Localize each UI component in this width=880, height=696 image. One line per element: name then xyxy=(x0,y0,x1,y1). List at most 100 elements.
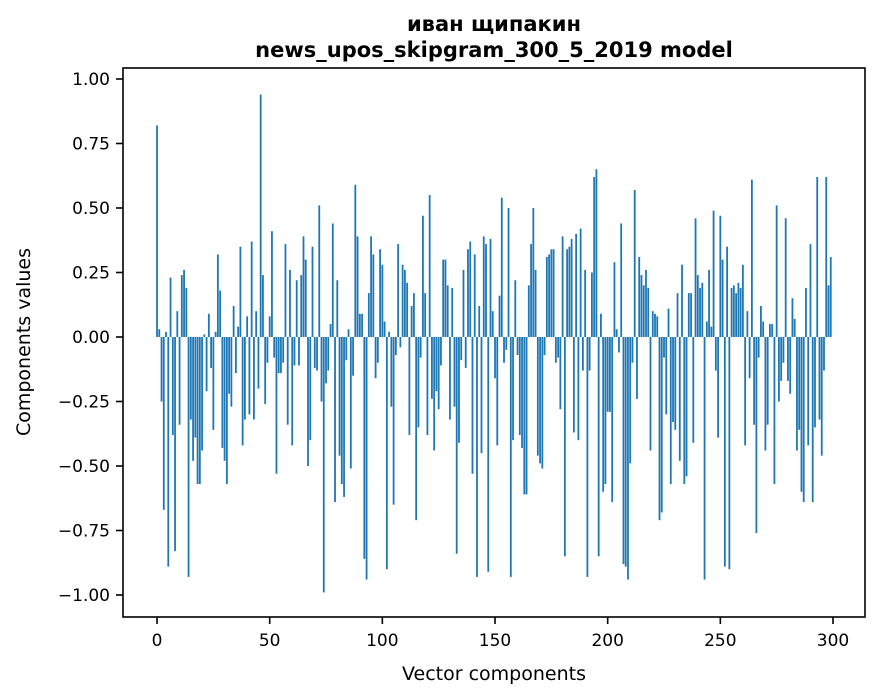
bar xyxy=(349,336,352,469)
bar xyxy=(780,336,783,381)
bar xyxy=(340,336,343,485)
bar xyxy=(286,336,289,425)
bar xyxy=(581,336,584,371)
bar xyxy=(467,249,469,337)
x-tick-label: 0 xyxy=(152,631,163,651)
bar xyxy=(618,336,620,353)
bar xyxy=(165,331,167,337)
bar xyxy=(266,336,269,363)
bar xyxy=(739,287,742,337)
bar xyxy=(379,249,381,337)
bar xyxy=(473,254,476,337)
bar xyxy=(507,207,510,337)
bar xyxy=(503,336,505,363)
bar xyxy=(336,280,339,337)
bar xyxy=(428,195,431,337)
bar xyxy=(331,223,334,337)
bar xyxy=(760,306,762,337)
bar xyxy=(363,336,366,559)
bar xyxy=(273,336,276,358)
bar xyxy=(591,272,593,337)
bar xyxy=(219,290,222,337)
bar xyxy=(611,336,614,503)
bar xyxy=(476,336,478,577)
bar xyxy=(696,275,699,337)
bar xyxy=(318,205,321,337)
y-tick-label: −1.00 xyxy=(58,586,110,606)
bar xyxy=(214,331,217,337)
bar xyxy=(620,223,623,337)
bar xyxy=(302,236,305,337)
bar xyxy=(246,316,249,337)
bar xyxy=(566,249,569,337)
bar xyxy=(523,336,526,495)
bar xyxy=(600,313,602,337)
bar xyxy=(676,293,679,337)
bar xyxy=(798,336,801,430)
bar xyxy=(541,336,544,469)
bar xyxy=(764,336,767,451)
bar xyxy=(365,336,368,580)
bar xyxy=(750,179,753,337)
bar xyxy=(530,244,532,337)
bar xyxy=(289,269,291,337)
bar xyxy=(464,336,467,368)
bar xyxy=(491,311,494,337)
bar xyxy=(205,336,208,392)
bar xyxy=(358,313,361,337)
bar xyxy=(156,125,158,337)
bar xyxy=(345,336,348,361)
bar xyxy=(514,280,517,337)
bar xyxy=(640,275,643,337)
bar xyxy=(424,293,427,337)
y-tick-label: 0.50 xyxy=(72,199,110,219)
bar xyxy=(708,269,710,337)
bar xyxy=(568,246,571,337)
bar xyxy=(645,269,647,337)
bar xyxy=(509,336,512,577)
bar xyxy=(162,336,165,510)
bar xyxy=(309,336,312,441)
bar xyxy=(189,336,192,420)
bar xyxy=(212,336,215,430)
bar xyxy=(721,259,724,337)
bar xyxy=(775,205,778,337)
bar xyxy=(516,336,519,356)
bar xyxy=(210,336,212,368)
bar xyxy=(705,321,708,337)
bar xyxy=(723,336,726,567)
bar xyxy=(690,293,692,337)
bar xyxy=(584,269,587,337)
bar xyxy=(773,336,776,485)
bar xyxy=(604,336,607,485)
bar xyxy=(446,285,449,337)
bar xyxy=(207,313,210,337)
bar xyxy=(714,336,717,371)
bar xyxy=(825,177,828,337)
bar xyxy=(394,336,397,356)
bar xyxy=(771,324,774,337)
bar xyxy=(230,336,233,407)
bar xyxy=(374,336,377,379)
bar xyxy=(602,336,605,492)
bar xyxy=(417,336,420,428)
bar xyxy=(426,336,429,436)
bar xyxy=(228,336,231,394)
bar xyxy=(726,246,728,337)
bar xyxy=(370,236,372,337)
bar xyxy=(194,336,197,438)
bar xyxy=(554,336,557,363)
bar xyxy=(478,306,481,337)
bar xyxy=(408,336,411,436)
bar xyxy=(232,306,235,337)
bar xyxy=(455,336,458,554)
bar xyxy=(561,236,564,337)
bar xyxy=(827,285,830,337)
bar xyxy=(201,336,203,451)
y-tick-label: −0.25 xyxy=(58,392,110,412)
bar xyxy=(313,336,316,368)
y-tick-label: 0.00 xyxy=(72,328,110,348)
bar xyxy=(169,277,172,337)
bar xyxy=(633,189,636,337)
